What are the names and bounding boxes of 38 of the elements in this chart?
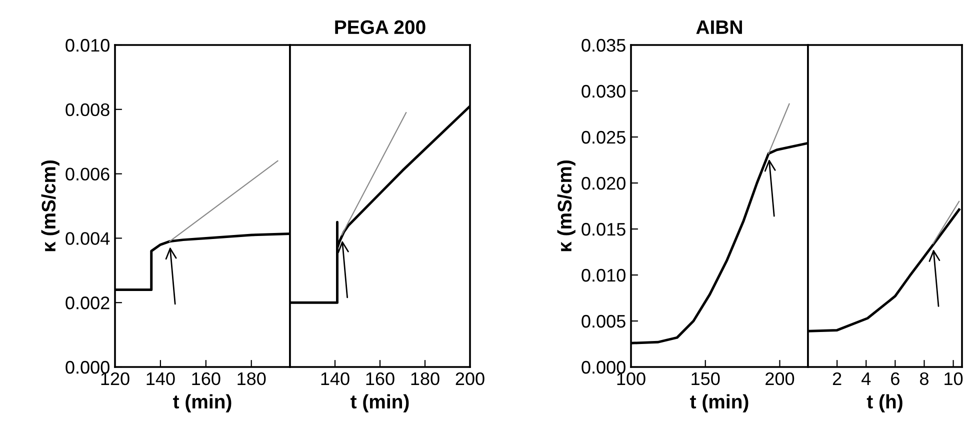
x-tick-label: 100 bbox=[617, 372, 646, 386]
y-tick-label: 0.030 bbox=[582, 84, 626, 98]
x-tick-label: 4 bbox=[862, 372, 871, 385]
y-axis-title: κ (mS/cm) bbox=[557, 160, 576, 252]
x-tick-label: 160 bbox=[192, 372, 220, 386]
x-axis-title: t (min) bbox=[350, 394, 409, 412]
y-tick-label: 0.008 bbox=[66, 103, 110, 116]
y-tick-label: 0.005 bbox=[582, 314, 626, 328]
x-axis-title: t (min) bbox=[173, 394, 232, 412]
y-axis-title: κ (mS/cm) bbox=[41, 160, 60, 252]
x-tick-label: 6 bbox=[891, 372, 900, 386]
x-tick-label: 2 bbox=[832, 372, 842, 385]
y-tick-label: 0.002 bbox=[66, 296, 110, 310]
x-tick-label: 150 bbox=[692, 372, 720, 386]
x-tick-label: 10 bbox=[944, 372, 963, 386]
x-axis-title: t (min) bbox=[690, 394, 748, 412]
y-tick-label: 0.010 bbox=[66, 38, 110, 52]
x-tick-label: 180 bbox=[411, 372, 440, 386]
x-tick-label: 200 bbox=[456, 372, 484, 386]
y-tick-label: 0.010 bbox=[582, 268, 626, 282]
y-tick-label: 0.025 bbox=[582, 130, 626, 144]
y-tick-label: 0.020 bbox=[582, 176, 626, 190]
x-tick-label: 140 bbox=[146, 372, 175, 386]
y-tick-label: 0.000 bbox=[66, 360, 110, 374]
y-tick-label: 0.015 bbox=[582, 222, 626, 236]
y-tick-label: 0.035 bbox=[582, 38, 626, 52]
x-tick-label: 180 bbox=[238, 372, 266, 386]
x-tick-label: 8 bbox=[920, 372, 928, 386]
y-tick-label: 0.004 bbox=[66, 232, 110, 245]
x-tick-label: 140 bbox=[321, 372, 350, 386]
y-tick-label: 0.006 bbox=[66, 168, 110, 181]
x-tick-label: 120 bbox=[101, 372, 130, 386]
x-tick-label: 160 bbox=[366, 372, 394, 386]
chart-title: PEGA 200 bbox=[335, 20, 426, 34]
y-tick-label: 0.000 bbox=[582, 360, 626, 374]
chart-title: AIBN bbox=[696, 20, 742, 34]
x-tick-label: 200 bbox=[766, 372, 794, 386]
x-axis-title: t (h) bbox=[866, 394, 902, 412]
